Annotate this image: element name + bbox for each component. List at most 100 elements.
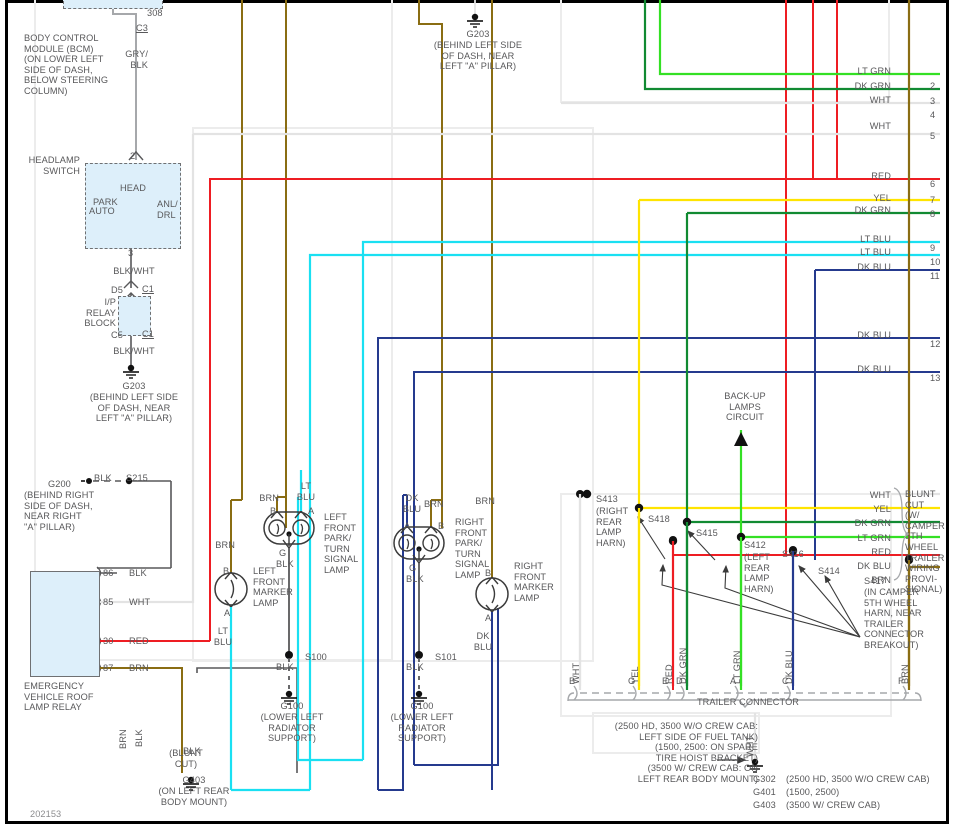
splice-s414-id: S414 [818,566,840,576]
lfm-wire-b: BRN [215,540,235,550]
relay-pin-30: 30 [103,636,114,646]
right-pin-wire-12: DK BLU [857,330,891,340]
trailer-ground-g401-desc: (1500, 2500) [786,787,840,797]
right-pin-number-11: 11 [930,271,940,281]
left-front-marker-label: LEFT FRONT MARKER LAMP [253,566,293,608]
trailer-blunt-wire-1: YEL [873,504,891,514]
lfpt-wire-b: BRN [259,493,279,503]
splice-s413-note: (RIGHT REAR LAMP HARN) [596,506,629,548]
trailer-blunt-wire-3: LT GRN [857,533,891,543]
relay-blunt-cut-label: (BLUNT CUT) [169,748,203,769]
ip-relay-block-box[interactable] [118,296,151,336]
right-pin-wire-2: LT GRN [857,66,891,76]
splice-s413-id: S413 [596,494,618,504]
relay-wire-30: RED [129,636,149,646]
relay-wire-85: WHT [129,597,151,607]
splice-s215: S215 [126,473,148,483]
ground-g403-note: (ON LEFT REAR BODY MOUNT) [158,786,230,807]
right-pin-number-2: 2 [930,81,936,91]
trailer-ground-wire: WHT [745,735,755,757]
rfpt-wire-a: DK BLU [402,493,422,514]
lfpt-wire-a: LT BLU [296,481,316,502]
right-pin-number-12: 12 [930,339,941,349]
right-pin-wire-8: DK GRN [854,205,891,215]
right-pin-wire-13: DK BLU [857,364,891,374]
trailer-ground-g302-desc: (2500 HD, 3500 W/O CREW CAB) [786,774,930,784]
right-pin-wire-3: DK GRN [854,81,891,91]
blunt-cut-brace [893,487,911,581]
relay-blunt-cut-wire: BRN [118,729,128,749]
ground-g100-left-note: (LOWER LEFT RADIATOR SUPPORT) [260,712,324,744]
roof-lamp-relay-box[interactable] [30,571,100,677]
relay-wire-86: BLK [129,568,147,578]
right-pin-wire-4: WHT [869,95,891,105]
lfm-pin-b: B [223,566,230,576]
headlamp-switch-pin-in: 2 [130,151,136,161]
headlamp-switch-box[interactable] [85,163,181,249]
trailer-blunt-wire-4: RED [871,547,891,557]
headlamp-switch-pin-out: 3 [128,248,134,258]
bcm-circuit-308: 308 [147,8,163,18]
trailer-connector-label: TRAILER CONNECTOR [696,697,800,707]
ip-relay-terminal-c5: C5 [111,330,123,340]
right-front-park-turn-label: RIGHT FRONT PARK/ TURN SIGNAL LAMP [455,517,490,580]
headlamp-switch-pos-anl-drl: ANL/ DRL [157,199,178,220]
rfpt-pin-b: B [438,521,445,531]
trailer-blunt-wire-2: DK GRN [854,518,891,528]
right-pin-number-3: 3 [930,96,936,106]
diagram-border: PRK LMP ON C3 308 BODY CONTROL MODULE (B… [5,0,949,824]
left-front-park-turn-label: LEFT FRONT PARK/ TURN SIGNAL LAMP [324,512,359,575]
right-pin-number-9: 9 [930,243,936,253]
splice-s417-id: S417 [864,576,886,586]
ground-g100-left-id: G100 [280,701,304,711]
ground-g100-right-id: G100 [410,701,434,711]
ground-g203-left-note: (BEHIND LEFT SIDE OF DASH, NEAR LEFT "A"… [89,392,179,424]
headlamp-switch-pos-park: PARK [93,197,118,207]
trailer-ground-g302-id: G302 [753,774,776,784]
diagram-id-number: 202153 [30,809,62,819]
right-pin-number-6: 6 [930,179,936,189]
splice-s412-id: S412 [744,540,766,550]
splice-s100: S100 [305,652,327,662]
right-pin-number-8: 8 [930,209,936,219]
right-pin-wire-11: DK BLU [857,262,891,272]
bcm-connector-c3: C3 [136,23,148,33]
right-pin-wire-9: LT BLU [860,234,891,244]
trailer-pin-letter-C: C [782,676,789,686]
relay-pin-86: 86 [103,568,114,578]
trailer-pin-letter-F: F [898,676,904,686]
lfpt-pin-b: B [270,506,277,516]
splice-s417-note: (IN CAMPER 5TH WHEEL HARN, NEAR TRAILER … [864,587,924,650]
trailer-blunt-wire-0: WHT [869,490,891,500]
splice-s418-id: S418 [648,514,670,524]
trailer-ground-g403-desc: (3500 W/ CREW CAB) [786,800,881,810]
relay-blk-wire: BLK [134,729,144,747]
headlamp-switch-out-wire: BLK/WHT [113,266,155,276]
ground-g100-right-note: (LOWER LEFT RADIATOR SUPPORT) [390,712,454,744]
bcm-wire-color: GRY/ BLK [125,49,148,70]
bcm-name: BODY CONTROL MODULE (BCM) (ON LOWER LEFT… [24,33,109,96]
ip-relay-connector-bottom: C1 [142,329,154,339]
trailer-pin-letter-D: D [676,676,683,686]
ground-g403-id: G403 [182,775,206,785]
ip-relay-out-wire: BLK/WHT [113,346,155,356]
right-pin-number-4: 4 [930,110,936,120]
g200-wire-blk: BLK [94,473,112,483]
s100-wire-blk: BLK [276,662,294,672]
ground-g200-note: (BEHIND RIGHT SIDE OF DASH, NEAR RIGHT "… [24,490,95,532]
lfm-wire-a: LT BLU [213,626,233,647]
trailer-blunt-cut-label: BLUNT CUT (W/ CAMPER 5TH WHEEL TRAILER W… [905,489,945,595]
right-pin-wire-5: WHT [869,121,891,131]
backup-lamps-circuit-label: BACK-UP LAMPS CIRCUIT [724,391,766,423]
bcm-prk-lmp-box [63,0,163,9]
headlamp-switch-pos-auto: AUTO [89,206,115,216]
lfpt-pin-a: A [308,506,315,516]
rfpt-pin-a: A [404,521,411,531]
ip-relay-connector-top: C1 [142,284,154,294]
relay-wire-87: BRN [129,663,149,673]
trailer-pin-letter-G: G [628,676,636,686]
lfpt-wire-g: BLK [276,559,294,569]
trailer-blunt-wire-6: BRN [871,575,891,585]
trailer-pin-letter-B: B [569,676,576,686]
